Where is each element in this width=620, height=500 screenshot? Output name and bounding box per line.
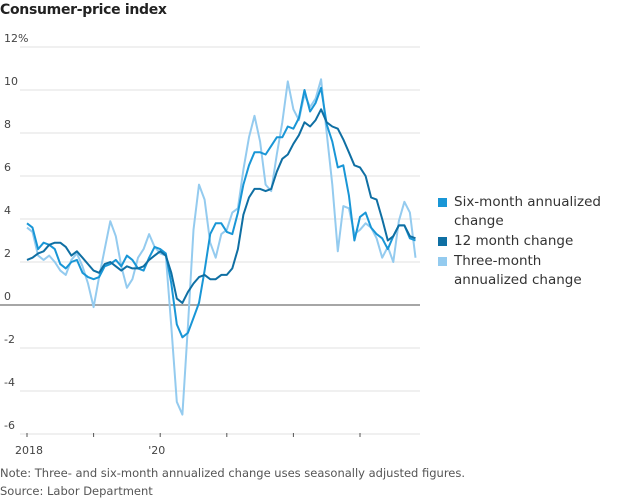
y-tick-label: 8 (4, 118, 11, 131)
series-line-12-month-change (26, 108, 416, 304)
legend-swatch (438, 237, 447, 246)
legend-swatch (438, 198, 447, 207)
legend: Six-month annualized change 12 month cha… (438, 193, 618, 291)
legend-item-12-month: 12 month change (438, 232, 618, 251)
y-tick-label: -6 (4, 419, 15, 432)
x-tick-label: '20 (148, 444, 165, 457)
x-tick-label: 2018 (15, 444, 43, 457)
chart-title: Consumer-price index (0, 2, 167, 18)
y-tick-label: 6 (4, 161, 11, 174)
legend-swatch (438, 257, 447, 266)
y-tick-label: 12% (4, 32, 28, 45)
y-tick-label: -4 (4, 376, 15, 389)
legend-item-six-month: Six-month annualized change (438, 193, 618, 231)
y-tick-label: 10 (4, 75, 18, 88)
series-line-six-month-annualized-change (26, 86, 416, 339)
footnote: Note: Three- and six-month annualized ch… (0, 466, 466, 480)
legend-item-three-month: Three-month annualized change (438, 252, 618, 290)
y-tick-label: -2 (4, 333, 15, 346)
legend-label: Six-month annualized change (454, 194, 601, 229)
series-line-three-month-annualized-change (26, 78, 417, 416)
legend-label: 12 month change (454, 233, 574, 249)
y-tick-label: 0 (4, 290, 11, 303)
y-tick-label: 4 (4, 204, 11, 217)
legend-label: Three-month annualized change (454, 253, 582, 288)
source-note: Source: Labor Department (0, 484, 153, 498)
y-tick-label: 2 (4, 247, 11, 260)
